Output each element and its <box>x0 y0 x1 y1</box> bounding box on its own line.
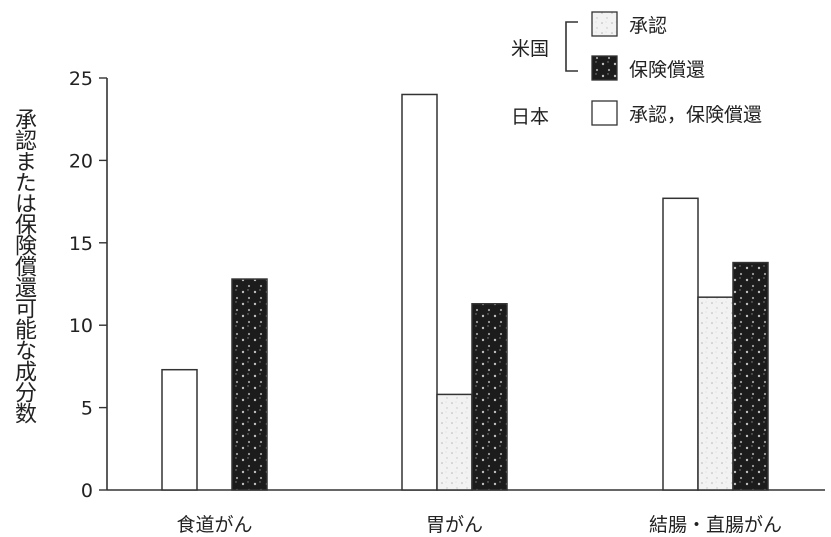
bar-us-reimbursement <box>231 278 268 491</box>
legend-us-approval-label: 承認 <box>629 15 667 37</box>
bar-us-approval <box>697 296 734 491</box>
legend-us-reimbursement-label: 保険償還 <box>629 59 705 81</box>
y-tick-label: 20 <box>69 150 93 172</box>
legend-us-bracket <box>565 21 578 72</box>
y-tick-label: 10 <box>69 315 93 337</box>
x-category-label: 結腸・直腸がん <box>649 514 782 536</box>
y-tick-label: 5 <box>81 398 93 420</box>
x-category-label: 胃がん <box>426 514 483 536</box>
legend-swatch-us-reimbursement <box>591 55 618 81</box>
bar-japan <box>161 368 198 491</box>
bar-us-reimbursement <box>471 303 508 491</box>
legend-swatch-us-approval <box>591 11 618 37</box>
x-category-label: 食道がん <box>176 514 252 536</box>
y-tick-label: 0 <box>81 480 93 502</box>
bar-japan <box>401 93 438 491</box>
bar-us-reimbursement <box>732 261 769 491</box>
bar-us-approval <box>436 393 473 491</box>
y-tick-label: 25 <box>69 68 93 90</box>
y-axis-label: 承認または保険償還可能な成分数 <box>11 108 36 423</box>
legend-us-group-label: 米国 <box>511 38 549 60</box>
y-tick-label: 15 <box>69 233 93 255</box>
legend-japan-group-label: 日本 <box>511 106 549 128</box>
legend-japan-label: 承認，保険償還 <box>629 104 762 126</box>
legend-swatch-japan <box>591 100 618 126</box>
bar-japan <box>662 197 699 491</box>
